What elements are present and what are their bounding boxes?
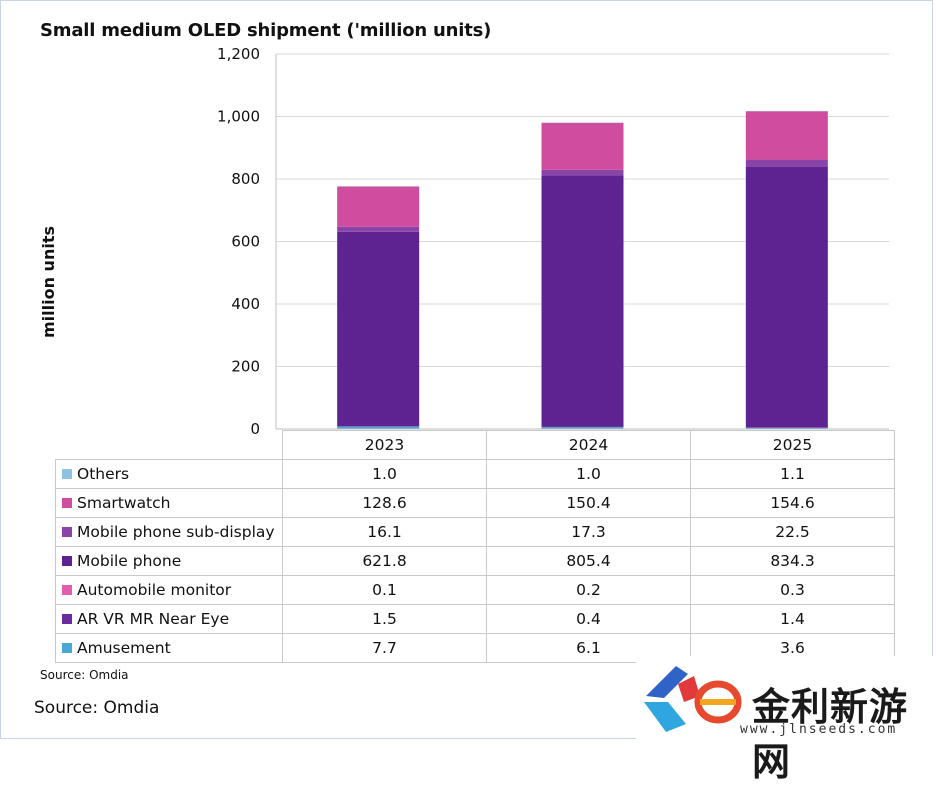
legend-entry: Mobile phone	[56, 547, 283, 576]
data-label: 154.6	[691, 489, 895, 518]
legend-swatch	[62, 556, 72, 566]
legend-label: AR VR MR Near Eye	[77, 610, 229, 628]
y-tick-label: 1,000	[217, 108, 260, 126]
watermark-url: www.jlnseeds.com	[740, 722, 897, 737]
legend-label: Others	[77, 465, 129, 483]
table-header-row: 2023 2024 2025	[56, 431, 895, 460]
legend-swatch	[62, 469, 72, 479]
column-header-2023: 2023	[283, 431, 487, 460]
y-tick-label: 800	[231, 170, 260, 188]
data-label: 150.4	[487, 489, 691, 518]
legend-swatch	[62, 585, 72, 595]
data-label: 805.4	[487, 547, 691, 576]
bar-smartwatch-2024	[542, 123, 624, 170]
legend-entry: Mobile phone sub-display	[56, 518, 283, 547]
legend-entry: Amusement	[56, 634, 283, 663]
legend-swatch	[62, 614, 72, 624]
y-tick-label: 200	[231, 358, 260, 376]
data-label: 1.0	[487, 460, 691, 489]
legend-entry: Automobile monitor	[56, 576, 283, 605]
watermark-logo-icon	[636, 656, 746, 742]
legend-swatch	[62, 527, 72, 537]
legend-entry: AR VR MR Near Eye	[56, 605, 283, 634]
data-label: 128.6	[283, 489, 487, 518]
table-corner	[56, 431, 283, 460]
bar-mobile-phone-2023	[337, 232, 419, 426]
bar-mobile-phone-2024	[542, 175, 624, 427]
source-note-small: Source: Omdia	[40, 668, 129, 682]
data-label: 16.1	[283, 518, 487, 547]
data-label: 0.1	[283, 576, 487, 605]
bar-smartwatch-2025	[746, 111, 828, 159]
bar-mobile-phone-sub-display-2023	[337, 227, 419, 232]
data-label: 834.3	[691, 547, 895, 576]
bar-smartwatch-2023	[337, 187, 419, 227]
y-tick-label: 1,200	[217, 45, 260, 63]
data-label: 7.7	[283, 634, 487, 663]
bar-mobile-phone-2025	[746, 167, 828, 428]
source-note-large: Source: Omdia	[34, 698, 159, 718]
column-header-2025: 2025	[691, 431, 895, 460]
column-header-2024: 2024	[487, 431, 691, 460]
legend-entry: Smartwatch	[56, 489, 283, 518]
data-label: 621.8	[283, 547, 487, 576]
data-label: 17.3	[487, 518, 691, 547]
data-label: 22.5	[691, 518, 895, 547]
data-label: 1.0	[283, 460, 487, 489]
y-tick-label: 400	[231, 295, 260, 313]
bar-mobile-phone-sub-display-2025	[746, 160, 828, 167]
legend-label: Amusement	[77, 639, 171, 657]
legend-label: Mobile phone	[77, 552, 181, 570]
data-label: 0.3	[691, 576, 895, 605]
y-tick-label: 600	[231, 233, 260, 251]
data-label: 1.4	[691, 605, 895, 634]
data-label: 0.4	[487, 605, 691, 634]
legend-swatch	[62, 643, 72, 653]
legend-entry: Others	[56, 460, 283, 489]
legend-swatch	[62, 498, 72, 508]
data-label: 1.5	[283, 605, 487, 634]
legend-label: Smartwatch	[77, 494, 170, 512]
legend-label: Automobile monitor	[77, 581, 231, 599]
data-label: 0.2	[487, 576, 691, 605]
watermark-area: 金利新游网 www.jlnseeds.com	[636, 656, 936, 742]
data-label: 1.1	[691, 460, 895, 489]
bar-mobile-phone-sub-display-2024	[542, 170, 624, 175]
legend-label: Mobile phone sub-display	[77, 523, 275, 541]
